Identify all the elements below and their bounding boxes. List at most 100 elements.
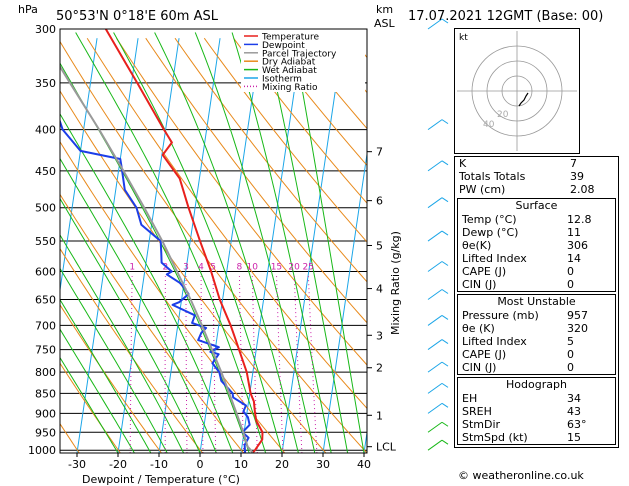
isotherm-line bbox=[0, 38, 15, 453]
wet-adiabat-line bbox=[291, 32, 365, 453]
wet-adiabat-line bbox=[113, 32, 283, 453]
temperature-line bbox=[104, 29, 264, 453]
km-tick-label: 6 bbox=[376, 195, 383, 208]
x-tick-label: -30 bbox=[68, 458, 86, 471]
legend-label: Wet Adiabat bbox=[262, 66, 317, 76]
pressure-tick-label: 950 bbox=[35, 426, 56, 439]
mixing-ratio-label: 2 bbox=[163, 262, 169, 272]
dry-adiabat-line bbox=[174, 37, 367, 283]
surface-key: Temp (°C) bbox=[462, 213, 517, 226]
mu-key: CIN (J) bbox=[462, 361, 497, 374]
mu-key: Lifted Index bbox=[462, 335, 527, 348]
wind-barb-staff bbox=[427, 160, 443, 172]
x-tick-label: -20 bbox=[109, 458, 127, 471]
most-unstable-title: Most Unstable bbox=[497, 295, 576, 308]
mixing-ratio-line bbox=[238, 276, 245, 453]
pressure-tick-label: 900 bbox=[35, 407, 56, 420]
surface-section: Surface Temp (°C) 12.8 Dewp (°C) 11 θe(K) 3… bbox=[457, 198, 616, 292]
wind-barb-staff bbox=[427, 439, 443, 451]
mixing-ratio-line bbox=[276, 276, 284, 453]
mixing-ratio-label: 10 bbox=[247, 262, 259, 272]
mu-value: 320 bbox=[567, 322, 588, 335]
x-axis-title: Dewpoint / Temperature (°C) bbox=[82, 473, 240, 486]
wet-adiabat-line bbox=[60, 298, 152, 453]
wet-adiabat-line bbox=[60, 356, 119, 453]
wet-adiabat-line bbox=[60, 62, 250, 453]
surface-title: Surface bbox=[515, 199, 558, 212]
dry-adiabat-line bbox=[60, 362, 121, 453]
isotherm-line bbox=[117, 38, 180, 453]
wind-barb-staff bbox=[427, 339, 443, 350]
surface-value: 12.8 bbox=[567, 213, 592, 226]
wind-barb-feather bbox=[441, 230, 449, 236]
wind-barb-staff bbox=[427, 261, 443, 272]
dry-adiabat-line bbox=[116, 37, 367, 366]
wind-barb-feather bbox=[441, 119, 449, 125]
wet-adiabat-line bbox=[60, 157, 217, 453]
most-unstable-section: Most Unstable Pressure (mb) 957 θe (K) 320… bbox=[457, 294, 616, 375]
wind-barb-feather bbox=[441, 361, 449, 367]
hodograph-unit-label: kt bbox=[459, 33, 468, 43]
wind-barb-feather bbox=[441, 315, 449, 320]
hodo-value: 34 bbox=[567, 392, 581, 405]
wind-barb-staff bbox=[427, 119, 443, 131]
wind-barb-feather bbox=[441, 289, 449, 294]
parcel-trajectory-line bbox=[60, 64, 254, 453]
wet-adiabat-line bbox=[60, 197, 201, 453]
mu-value: 5 bbox=[567, 335, 574, 348]
pressure-tick-label: 300 bbox=[35, 23, 56, 36]
footer-credit[interactable]: © weatheronline.co.uk bbox=[458, 469, 584, 482]
x-tick-label: 0 bbox=[197, 458, 204, 471]
km-tick-label: 4 bbox=[376, 283, 383, 296]
mixing-ratio-line bbox=[212, 276, 217, 453]
mixing-ratio-label: 5 bbox=[210, 262, 216, 272]
surface-value: 306 bbox=[567, 239, 588, 252]
pressure-tick-label: 800 bbox=[35, 366, 56, 379]
wind-barb-staff bbox=[427, 315, 443, 326]
hodo-key: StmSpd (kt) bbox=[462, 431, 528, 444]
mixing-ratio-label: 1 bbox=[129, 262, 135, 272]
pressure-tick-label: 450 bbox=[35, 165, 56, 178]
wind-barb-staff bbox=[427, 18, 443, 30]
mixing-ratio-label: 3 bbox=[183, 262, 189, 272]
pressure-unit-label: hPa bbox=[18, 3, 38, 16]
surface-value: 0 bbox=[567, 265, 574, 278]
wind-barb-feather bbox=[441, 160, 449, 166]
wind-barb-feather bbox=[441, 261, 449, 266]
surface-key: θe(K) bbox=[462, 239, 492, 252]
mixing-ratio-line bbox=[251, 276, 258, 453]
hodo-value: 15 bbox=[567, 431, 581, 444]
mixing-ratio-axis-title: Mixing Ratio (g/kg) bbox=[389, 231, 402, 335]
km-tick-label: 1 bbox=[376, 409, 383, 422]
hodograph-ring-label: 20 bbox=[497, 110, 509, 120]
index-row-pw: PW (cm) 2.08 bbox=[459, 183, 595, 196]
datetime-title: 17.07.2021 12GMT (Base: 00) bbox=[408, 9, 603, 24]
dry-adiabat-line bbox=[60, 40, 367, 453]
mixing-ratio-label: 15 bbox=[271, 262, 282, 272]
wind-barb-feather bbox=[441, 421, 449, 427]
wind-barb-feather bbox=[441, 439, 449, 445]
wind-barb-staff bbox=[427, 361, 443, 373]
hodo-value: 43 bbox=[567, 405, 581, 418]
x-tick-label: 20 bbox=[275, 458, 289, 471]
wet-adiabat-line bbox=[60, 328, 135, 453]
legend-label: Dry Adiabat bbox=[262, 58, 316, 68]
wind-barb-staff bbox=[427, 382, 443, 394]
km-tick-label: 2 bbox=[376, 362, 383, 375]
pressure-tick-label: 550 bbox=[35, 235, 56, 248]
wind-barb-staff bbox=[427, 197, 443, 209]
wind-barbs bbox=[427, 18, 449, 451]
mu-key: θe (K) bbox=[462, 322, 495, 335]
surface-key: CAPE (J) bbox=[462, 265, 507, 278]
pressure-tick-label: 500 bbox=[35, 202, 56, 215]
legend-label: Isotherm bbox=[262, 75, 302, 85]
wet-adiabat-line bbox=[231, 32, 332, 453]
isotherm-line bbox=[158, 38, 221, 453]
wet-adiabat-line bbox=[194, 32, 316, 453]
pressure-tick-label: 350 bbox=[35, 77, 56, 90]
x-tick-label: 40 bbox=[357, 458, 371, 471]
wet-adiabat-line bbox=[263, 32, 349, 453]
